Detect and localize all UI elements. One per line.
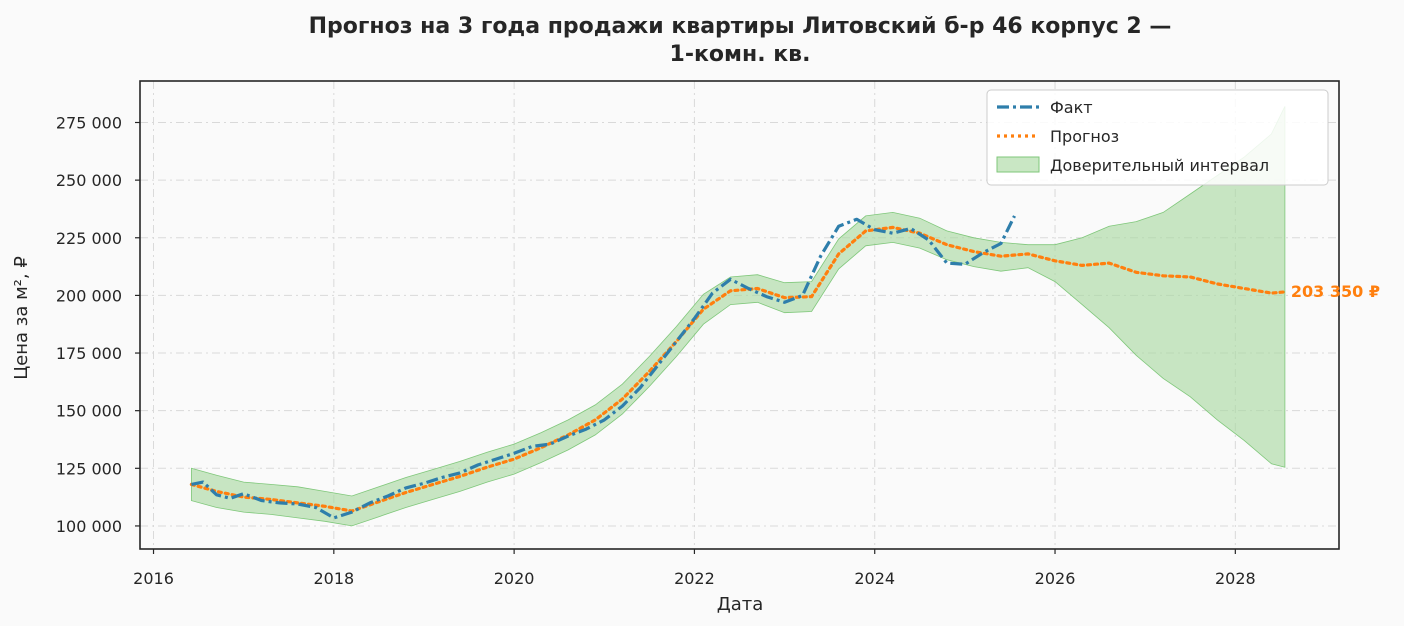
y-tick-label-5: 225 000: [56, 229, 122, 248]
chart-title-line2: 1-комн. кв.: [670, 42, 811, 67]
legend: Факт Прогноз Доверительный интервал: [986, 89, 1329, 186]
x-tick-label-2016: 2016: [133, 569, 174, 588]
legend-label-fact: Факт: [1050, 98, 1093, 117]
x-axis-ticks: 2016 2018 2020 2022 2024 2026 2028: [133, 549, 1256, 588]
x-tick-label-2020: 2020: [494, 569, 535, 588]
legend-swatch-interval: [996, 156, 1040, 173]
y-axis-label: Цена за м², ₽: [11, 256, 32, 380]
y-tick-label-6: 250 000: [56, 171, 122, 190]
series-line-forecast: [189, 225, 1287, 513]
y-tick-label-4: 200 000: [56, 286, 122, 305]
series-lines: [189, 215, 1287, 520]
plot-frame: [139, 80, 1340, 550]
legend-label-interval: Доверительный интервал: [1050, 156, 1269, 175]
y-axis-ticks: 100 000 125 000 150 000 175 000 200 000 225 0…: [56, 113, 140, 536]
x-tick-label-2022: 2022: [674, 569, 715, 588]
x-tick-label-2028: 2028: [1215, 569, 1256, 588]
y-tick-label-3: 175 000: [56, 344, 122, 363]
legend-box: [986, 89, 1329, 186]
x-axis-label: Дата: [717, 594, 764, 615]
legend-label-forecast: Прогноз: [1050, 127, 1119, 146]
confidence-interval: [191, 106, 1286, 527]
chart-title-line1: Прогноз на 3 года продажи квартиры Литов…: [309, 14, 1172, 39]
y-tick-label-7: 275 000: [56, 113, 122, 132]
x-tick-label-2018: 2018: [313, 569, 354, 588]
forecast-end-value-label: 203 350 ₽: [1291, 282, 1380, 301]
x-tick-label-2024: 2024: [854, 569, 895, 588]
y-tick-label-2: 150 000: [56, 402, 122, 421]
y-tick-label-1: 125 000: [56, 459, 122, 478]
confidence-interval-band: [191, 106, 1286, 527]
series-line-fact: [191, 215, 1016, 520]
y-tick-label-0: 100 000: [56, 517, 122, 536]
axes: [139, 80, 1340, 550]
x-tick-label-2026: 2026: [1035, 569, 1076, 588]
